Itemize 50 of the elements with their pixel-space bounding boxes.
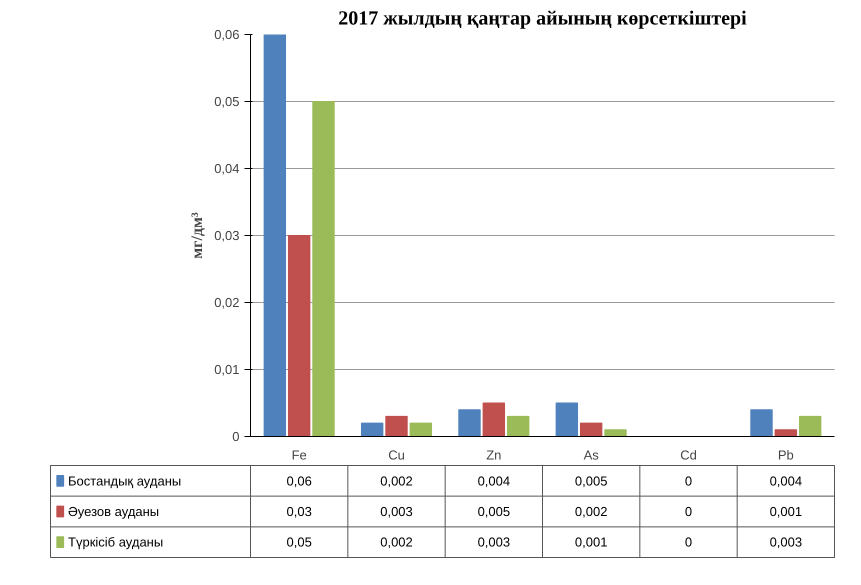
x-tick-label: Cd <box>680 448 697 462</box>
y-tick-label: 0,04 <box>214 161 240 176</box>
x-tick-label: As <box>584 448 600 462</box>
data-label: 0,002 <box>380 473 413 488</box>
data-label: 0,001 <box>574 534 608 550</box>
bar <box>556 402 578 436</box>
x-tick-label: Fe <box>292 448 307 462</box>
y-tick-label: 0,03 <box>214 228 240 243</box>
data-label: 0,003 <box>478 534 510 550</box>
data-label: 0,06 <box>286 473 312 488</box>
data-label: 0,03 <box>286 504 312 519</box>
bar <box>580 422 602 436</box>
bar <box>288 235 310 436</box>
bar <box>774 429 798 436</box>
data-label: 0,001 <box>770 504 802 519</box>
data-label: 0,003 <box>380 504 413 519</box>
bar <box>264 34 286 436</box>
data-label: 0,005 <box>478 504 510 519</box>
bar <box>506 416 530 436</box>
data-label: 0 <box>684 473 692 488</box>
data-label: 0,005 <box>574 473 608 488</box>
data-label: 0 <box>684 504 692 519</box>
data-label: 0,003 <box>770 534 802 550</box>
data-label: 0 <box>684 534 692 550</box>
data-label: 0,05 <box>286 534 312 550</box>
x-tick-label: Pb <box>778 448 794 462</box>
data-label: 0,002 <box>380 534 413 550</box>
chart-title: 2017 жылдың қаңтар айының көрсеткіштері <box>338 8 748 30</box>
bar <box>385 416 408 436</box>
y-tick-label: 0,02 <box>214 295 240 310</box>
y-tick-label: 0,05 <box>214 94 240 109</box>
data-label: 0,002 <box>574 504 608 519</box>
legend-label: Әуезов ауданы <box>68 504 160 519</box>
x-tick-label: Zn <box>486 448 502 462</box>
y-tick-label: 0,06 <box>214 27 240 42</box>
legend-label: Түркісіб ауданы <box>68 534 164 550</box>
y-tick-label: 0,01 <box>214 362 240 377</box>
bar <box>360 422 384 436</box>
data-label: 0,004 <box>478 473 510 488</box>
x-tick-label: Cu <box>388 448 405 462</box>
bar <box>798 416 822 436</box>
bar <box>410 422 432 436</box>
data-label: 0,004 <box>770 473 802 488</box>
y-tick-label: 0 <box>232 429 240 444</box>
legend-label: Бостандық ауданы <box>68 473 182 488</box>
bar <box>482 402 506 436</box>
bar <box>750 409 773 436</box>
bar <box>312 101 335 436</box>
y-axis-title: мг/дм³ <box>189 212 206 259</box>
bar <box>458 409 481 436</box>
